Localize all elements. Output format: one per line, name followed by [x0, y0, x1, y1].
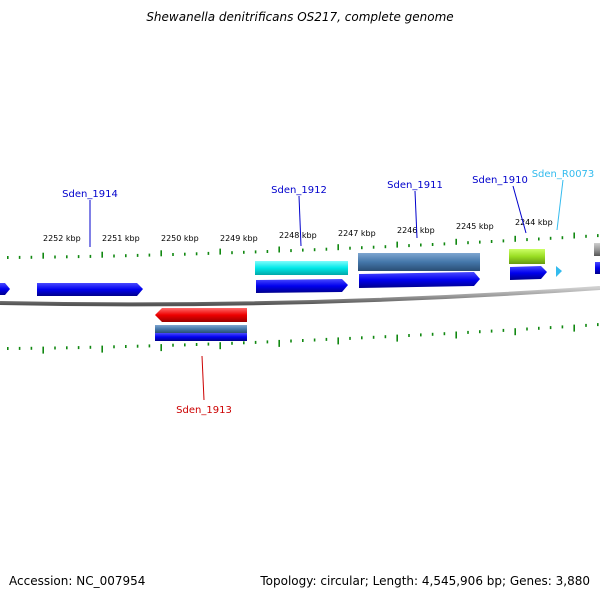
callout-line	[414, 190, 418, 239]
sden-1910-cds[interactable]	[510, 266, 547, 280]
sden-r0073-trna[interactable]	[556, 266, 562, 277]
kbp-label: 2246 kbp	[397, 226, 435, 235]
sden-1913-operon[interactable]	[155, 325, 247, 333]
accession-text: Accession: NC_007954	[9, 574, 146, 588]
gene-label-sden-1914[interactable]: Sden_1914	[62, 189, 118, 200]
callout-line	[556, 179, 564, 231]
kbp-label: 2250 kbp	[161, 234, 199, 243]
sden-1911-cds[interactable]	[359, 272, 480, 288]
map-title: Shewanella denitrificans OS217, complete…	[146, 10, 454, 24]
sden-1913-gene[interactable]	[155, 308, 247, 322]
callout-line	[201, 355, 205, 401]
cds-edge[interactable]	[595, 262, 600, 274]
callout-line	[298, 195, 302, 247]
reverse-track	[155, 308, 247, 341]
sden-1910-rna[interactable]	[509, 249, 545, 264]
reverse-scale-ticks	[7, 323, 599, 354]
gene-label-sden-1912[interactable]: Sden_1912	[271, 185, 327, 196]
kbp-label: 2251 kbp	[102, 234, 140, 243]
sden-1912-gene[interactable]	[255, 261, 348, 275]
kbp-label: 2252 kbp	[43, 234, 81, 243]
genome-backbone	[0, 286, 600, 307]
forward-scale-ticks	[7, 232, 599, 259]
kbp-label: 2249 kbp	[220, 234, 258, 243]
forward-track	[0, 243, 600, 296]
gene-label-sden-r0073[interactable]: Sden_R0073	[532, 169, 595, 180]
sden-1913-cds[interactable]	[155, 333, 247, 341]
gene-label-sden-1911[interactable]: Sden_1911	[387, 180, 443, 191]
kbp-label: 2244 kbp	[515, 218, 553, 227]
callout-line	[512, 185, 527, 234]
cds-arrow[interactable]	[0, 283, 10, 295]
kbp-label: 2248 kbp	[279, 231, 317, 240]
genome-stats-text: Topology: circular; Length: 4,545,906 bp…	[260, 574, 590, 588]
kbp-label: 2247 kbp	[338, 229, 376, 238]
sden-1911-operon[interactable]	[358, 253, 480, 271]
grey-feature[interactable]	[594, 243, 600, 256]
gene-label-sden-1913[interactable]: Sden_1913	[176, 405, 232, 416]
sden-1914-cds[interactable]	[37, 283, 143, 296]
kbp-label: 2245 kbp	[456, 222, 494, 231]
sden-1912-cds[interactable]	[256, 279, 348, 293]
gene-label-sden-1910[interactable]: Sden_1910	[472, 175, 528, 186]
